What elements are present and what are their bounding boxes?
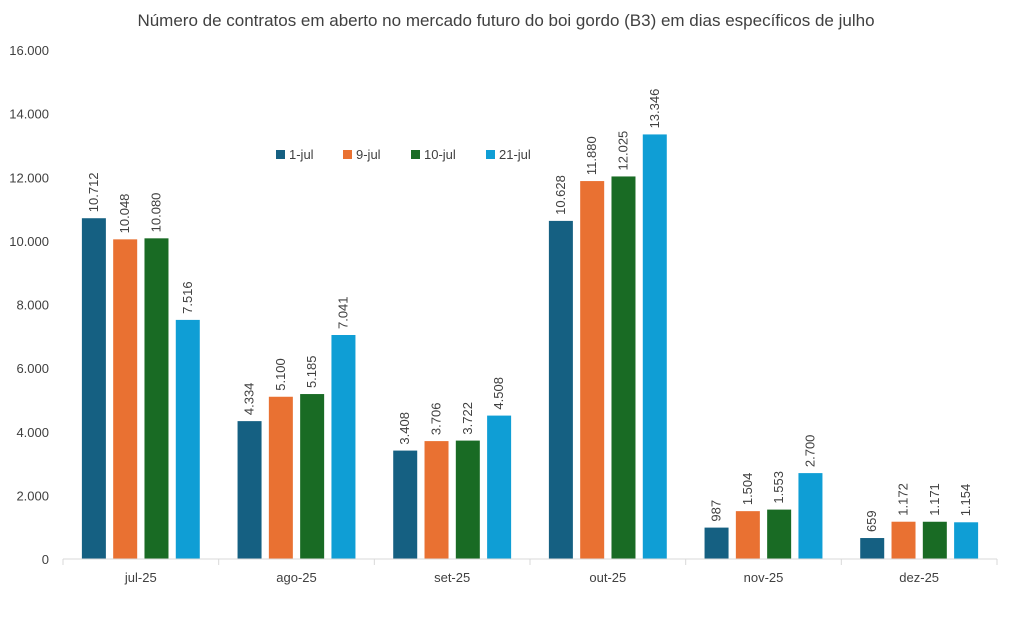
bar-21-jul-out-25 — [642, 134, 667, 560]
bar-1-jul-jul-25 — [81, 218, 106, 560]
bar-1-jul-ago-25 — [237, 421, 262, 559]
data-label: 2.700 — [802, 435, 817, 468]
y-tick-label: 2.000 — [16, 488, 49, 503]
y-tick-label: 6.000 — [16, 361, 49, 376]
x-tick-label: dez-25 — [899, 570, 939, 585]
bar-9-jul-out-25 — [580, 181, 605, 559]
data-label: 10.628 — [553, 175, 568, 215]
y-tick-label: 14.000 — [9, 107, 49, 122]
legend-label-10-jul: 10-jul — [424, 147, 456, 162]
legend-swatch-9-jul — [343, 150, 352, 159]
bar-21-jul-set-25 — [487, 415, 512, 559]
data-label: 11.880 — [584, 136, 599, 175]
data-label: 10.080 — [148, 193, 163, 233]
bar-10-jul-dez-25 — [922, 521, 947, 559]
y-tick-label: 12.000 — [9, 170, 49, 185]
data-label: 10.048 — [117, 194, 132, 234]
x-tick-label: out-25 — [589, 570, 626, 585]
bar-9-jul-dez-25 — [891, 521, 916, 559]
bar-9-jul-jul-25 — [113, 239, 138, 559]
data-label: 4.334 — [242, 383, 257, 416]
data-label: 10.712 — [86, 172, 101, 212]
legend: 1-jul 9-jul 10-jul 21-jul — [276, 147, 531, 162]
bar-9-jul-nov-25 — [735, 511, 760, 559]
legend-label-21-jul: 21-jul — [499, 147, 531, 162]
data-label: 7.516 — [180, 281, 195, 314]
data-label: 1.553 — [771, 471, 786, 504]
bar-10-jul-jul-25 — [144, 238, 169, 559]
data-label: 12.025 — [615, 131, 630, 171]
bar-9-jul-ago-25 — [268, 396, 293, 559]
bar-10-jul-out-25 — [611, 176, 636, 559]
data-label: 3.706 — [429, 403, 444, 436]
bar-21-jul-ago-25 — [331, 335, 356, 559]
bar-1-jul-out-25 — [548, 220, 573, 560]
data-label: 987 — [709, 500, 724, 522]
x-axis: jul-25 ago-25 set-25 out-25 nov-25 dez-25 — [62, 558, 998, 585]
legend-swatch-10-jul — [411, 150, 420, 159]
y-tick-label: 4.000 — [16, 425, 49, 440]
data-label: 5.185 — [304, 356, 319, 389]
x-tick-label: ago-25 — [276, 570, 316, 585]
y-tick-label: 16.000 — [9, 43, 49, 58]
data-label: 1.172 — [896, 483, 911, 516]
data-labels: 10.712 4.334 3.408 10.628 987 659 10.048 5.100 3… — [86, 89, 973, 532]
data-label: 1.504 — [740, 473, 755, 506]
data-label: 3.408 — [397, 412, 412, 445]
legend-label-9-jul: 9-jul — [356, 147, 381, 162]
x-tick-label: nov-25 — [744, 570, 784, 585]
y-axis: 0 2.000 4.000 6.000 8.000 10.000 12.000 14.000 1… — [9, 43, 49, 567]
y-tick-label: 10.000 — [9, 234, 49, 249]
bar-10-jul-nov-25 — [767, 509, 792, 559]
x-tick-label: set-25 — [434, 570, 470, 585]
bar-21-jul-nov-25 — [798, 473, 823, 559]
y-tick-label: 8.000 — [16, 298, 49, 313]
bar-10-jul-set-25 — [455, 440, 480, 559]
data-label: 1.171 — [927, 483, 942, 516]
bar-21-jul-dez-25 — [954, 522, 979, 559]
data-label: 4.508 — [491, 377, 506, 410]
data-label: 3.722 — [460, 402, 475, 435]
data-label: 1.154 — [958, 484, 973, 517]
legend-swatch-21-jul — [486, 150, 495, 159]
data-label: 7.041 — [335, 296, 350, 329]
y-tick-label: 0 — [42, 552, 49, 567]
bar-1-jul-set-25 — [393, 450, 418, 559]
legend-label-1-jul: 1-jul — [289, 147, 314, 162]
x-tick-label: jul-25 — [124, 570, 157, 585]
data-label: 13.346 — [647, 89, 662, 129]
bar-1-jul-dez-25 — [860, 538, 885, 559]
bar-1-jul-nov-25 — [704, 527, 729, 559]
bar-9-jul-set-25 — [424, 441, 449, 559]
chart-title: Número de contratos em aberto no mercado… — [137, 11, 874, 30]
bar-21-jul-jul-25 — [175, 319, 200, 559]
bars — [81, 134, 979, 560]
legend-swatch-1-jul — [276, 150, 285, 159]
data-label: 5.100 — [273, 358, 288, 391]
data-label: 659 — [864, 510, 879, 532]
bar-10-jul-ago-25 — [300, 394, 325, 559]
